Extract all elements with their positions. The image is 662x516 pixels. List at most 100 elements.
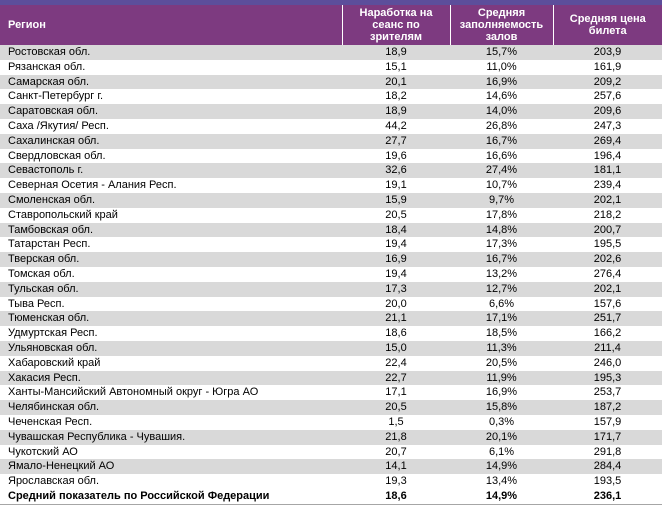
- occupancy-cell: 16,6%: [485, 149, 518, 162]
- price-cell: 246,0: [593, 356, 622, 369]
- column-header-occupancy: Средняя заполняемость залов: [449, 5, 553, 45]
- viewers-cell: 20,7: [385, 445, 407, 458]
- viewers-cell: 20,5: [385, 208, 407, 221]
- table-row: Ростовская обл. 18,9 15,7% 203,9: [0, 45, 662, 60]
- table-row: Свердловская обл. 19,6 16,6% 196,4: [0, 148, 662, 164]
- occupancy-cell: 16,7%: [485, 253, 518, 266]
- price-cell: 181,1: [593, 164, 622, 177]
- table-row: Ульяновская обл. 15,0 11,3% 211,4: [0, 340, 662, 356]
- occupancy-cell: 9,7%: [488, 193, 515, 206]
- occupancy-cell: 17,8%: [485, 208, 518, 221]
- viewers-cell: 19,6: [385, 149, 407, 162]
- region-cell: Ставропольский край: [8, 208, 118, 221]
- viewers-cell: 27,7: [385, 134, 407, 147]
- occupancy-cell: 13,2%: [485, 267, 518, 280]
- viewers-cell: 15,1: [385, 60, 407, 73]
- region-cell: Чеченская Респ.: [8, 415, 93, 428]
- occupancy-cell: 26,8%: [485, 119, 518, 132]
- occupancy-cell: 16,7%: [485, 134, 518, 147]
- table-header: Регион Наработка на сеанс по зрителям Ср…: [0, 5, 662, 45]
- price-cell: 202,1: [593, 193, 622, 206]
- table-top-accent-bar: [0, 0, 662, 5]
- region-cell: Чукотский АО: [8, 445, 78, 458]
- summary-price-cell: 236,1: [553, 488, 662, 505]
- viewers-cell: 15,0: [385, 341, 407, 354]
- viewers-cell: 44,2: [385, 119, 407, 132]
- table-row: Смоленская обл. 15,9 9,7% 202,1: [0, 192, 662, 208]
- price-cell: 269,4: [593, 134, 622, 147]
- price-cell: 211,4: [594, 341, 621, 354]
- table-row: Татарстан Респ. 19,4 17,3% 195,5: [0, 237, 662, 253]
- price-cell: 209,6: [593, 105, 622, 118]
- price-cell: 247,3: [593, 119, 622, 132]
- occupancy-cell: 0,3%: [488, 415, 515, 428]
- table-row: Ханты-Мансийский Автономный округ - Югра…: [0, 385, 662, 401]
- viewers-cell: 19,3: [385, 475, 407, 488]
- viewers-cell: 17,1: [385, 386, 407, 399]
- table-row: Хакасия Респ. 22,7 11,9% 195,3: [0, 370, 662, 386]
- table-row: Чукотский АО 20,7 6,1% 291,8: [0, 444, 662, 460]
- price-cell: 291,8: [593, 445, 622, 458]
- price-cell: 157,6: [593, 297, 622, 310]
- table-body: Ростовская обл. 18,9 15,7% 203,9 Рязанск…: [0, 45, 662, 505]
- occupancy-cell: 14,8%: [485, 223, 518, 236]
- region-cell: Ханты-Мансийский Автономный округ - Югра…: [8, 386, 259, 399]
- table-row: Сахалинская обл. 27,7 16,7% 269,4: [0, 133, 662, 149]
- price-cell: 196,4: [593, 149, 622, 162]
- viewers-cell: 18,9: [385, 105, 407, 118]
- occupancy-cell: 14,9%: [485, 460, 518, 473]
- table-row: Саха /Якутия/ Респ. 44,2 26,8% 247,3: [0, 118, 662, 134]
- occupancy-cell: 17,1%: [485, 312, 518, 325]
- price-cell: 218,2: [593, 208, 622, 221]
- occupancy-cell: 12,7%: [485, 282, 518, 295]
- occupancy-cell: 18,5%: [485, 327, 518, 340]
- occupancy-cell: 11,0%: [486, 60, 517, 73]
- price-cell: 209,2: [593, 75, 622, 88]
- table-row: Тульская обл. 17,3 12,7% 202,1: [0, 281, 662, 297]
- viewers-cell: 18,4: [385, 223, 407, 236]
- column-header-viewers-per-session: Наработка на сеанс по зрителям: [341, 5, 450, 45]
- viewers-cell: 21,1: [385, 312, 407, 325]
- region-cell: Томская обл.: [8, 267, 75, 280]
- price-cell: 202,1: [593, 282, 622, 295]
- region-cell: Свердловская обл.: [8, 149, 106, 162]
- occupancy-cell: 11,9%: [486, 371, 517, 384]
- occupancy-cell: 11,3%: [486, 341, 517, 354]
- price-cell: 203,9: [593, 46, 622, 58]
- viewers-cell: 14,1: [385, 460, 407, 473]
- price-cell: 171,7: [593, 430, 622, 443]
- occupancy-cell: 20,1%: [485, 430, 518, 443]
- viewers-cell: 16,9: [385, 253, 407, 266]
- viewers-cell: 32,6: [385, 164, 407, 177]
- viewers-cell: 22,7: [385, 371, 407, 384]
- price-cell: 257,6: [593, 90, 622, 103]
- price-cell: 166,2: [593, 327, 622, 340]
- region-cell: Челябинская обл.: [8, 401, 100, 414]
- table-row: Чеченская Респ. 1,5 0,3% 157,9: [0, 414, 662, 430]
- region-cell: Самарская обл.: [8, 75, 90, 88]
- price-cell: 202,6: [593, 253, 622, 266]
- region-cell: Тыва Респ.: [8, 297, 65, 310]
- column-header-ticket-price: Средняя цена билета: [552, 5, 662, 45]
- table-row: Челябинская обл. 20,5 15,8% 187,2: [0, 400, 662, 415]
- table-row: Томская обл. 19,4 13,2% 276,4: [0, 266, 662, 282]
- region-cell: Тверская обл.: [8, 253, 80, 266]
- viewers-cell: 21,8: [385, 430, 407, 443]
- viewers-cell: 18,6: [385, 327, 407, 340]
- table-row: Хабаровский край 22,4 20,5% 246,0: [0, 355, 662, 371]
- price-cell: 161,9: [593, 60, 622, 73]
- region-cell: Ростовская обл.: [8, 46, 91, 58]
- viewers-cell: 19,4: [385, 238, 407, 251]
- region-cell: Саратовская обл.: [8, 105, 99, 118]
- viewers-cell: 15,9: [385, 193, 407, 206]
- viewers-cell: 1,5: [388, 415, 404, 428]
- viewers-cell: 20,0: [385, 297, 407, 310]
- region-cell: Удмуртская Респ.: [8, 327, 98, 340]
- occupancy-cell: 6,6%: [488, 297, 515, 310]
- summary-viewers-cell: 18,6: [342, 488, 450, 505]
- table-row: Тверская обл. 16,9 16,7% 202,6: [0, 252, 662, 267]
- occupancy-cell: 15,7%: [485, 46, 518, 58]
- occupancy-cell: 17,3%: [485, 238, 518, 251]
- occupancy-cell: 16,9%: [485, 75, 518, 88]
